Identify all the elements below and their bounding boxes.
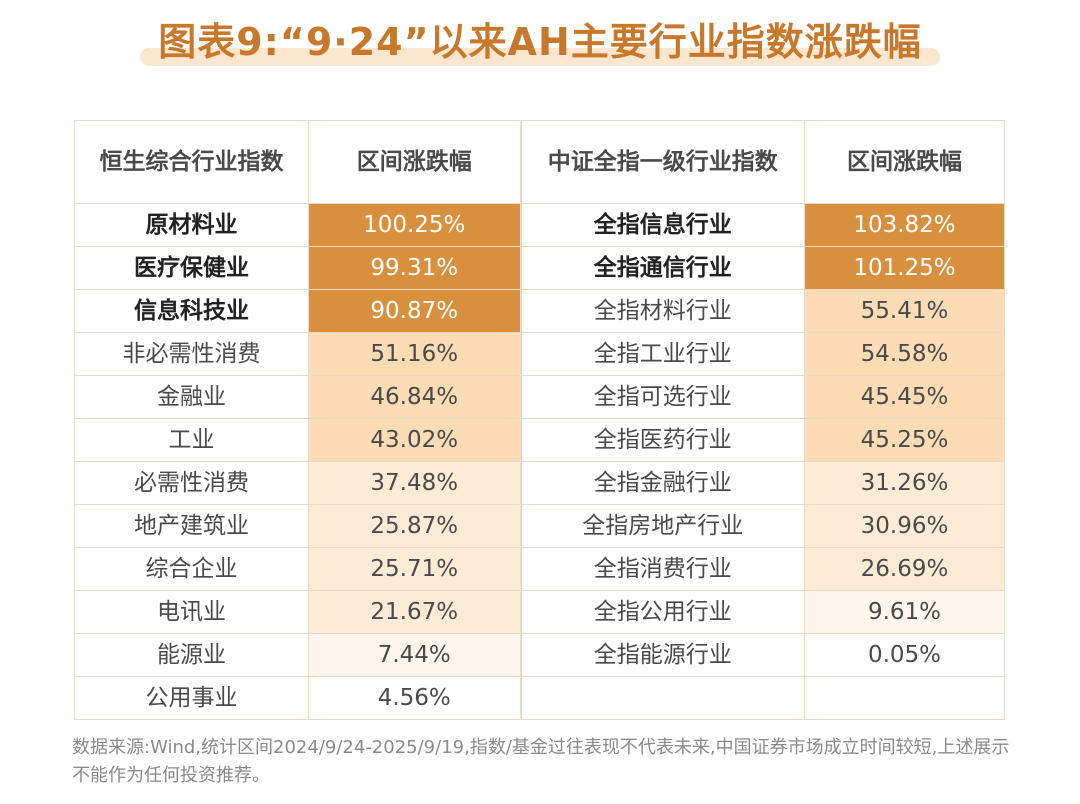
table-row: 综合企业 25.71% 全指消费行业 26.69% <box>74 547 1005 591</box>
hk-index-name: 金融业 <box>74 375 309 419</box>
hk-change-value: 4.56% <box>308 676 521 720</box>
table-row: 地产建筑业 25.87% 全指房地产行业 30.96% <box>74 504 1005 548</box>
cs-change-value: 31.26% <box>804 461 1005 505</box>
table-row: 电讯业 21.67% 全指公用行业 9.61% <box>74 590 1005 634</box>
hk-index-name: 必需性消费 <box>74 461 309 505</box>
cs-change-value: 9.61% <box>804 590 1005 634</box>
table-row: 金融业 46.84% 全指可选行业 45.45% <box>74 375 1005 419</box>
hk-change-value: 90.87% <box>308 289 521 333</box>
hk-index-name: 非必需性消费 <box>74 332 309 376</box>
cs-change-value: 55.41% <box>804 289 1005 333</box>
page-title: 图表9:“9·24”以来AH主要行业指数涨跌幅 <box>140 14 940 70</box>
table-row: 原材料业 100.25% 全指信息行业 103.82% <box>74 203 1005 247</box>
source-note: 数据来源:Wind,统计区间2024/9/24-2025/9/19,指数/基金过… <box>72 737 1010 786</box>
table-row: 非必需性消费 51.16% 全指工业行业 54.58% <box>74 332 1005 376</box>
cs-index-name: 全指能源行业 <box>519 633 805 677</box>
column-header-hk-change: 区间涨跌幅 <box>308 120 521 204</box>
table-row: 信息科技业 90.87% 全指材料行业 55.41% <box>74 289 1005 333</box>
hk-index-name: 电讯业 <box>74 590 309 634</box>
cs-index-name: 全指消费行业 <box>519 547 805 591</box>
cs-index-name: 全指房地产行业 <box>519 504 805 548</box>
hk-index-name: 医疗保健业 <box>74 246 309 290</box>
hk-change-value: 51.16% <box>308 332 521 376</box>
cs-change-value: 0.05% <box>804 633 1005 677</box>
hk-change-value: 37.48% <box>308 461 521 505</box>
hk-index-name: 公用事业 <box>74 676 309 720</box>
cs-index-name: 全指可选行业 <box>519 375 805 419</box>
table-row: 工业 43.02% 全指医药行业 45.25% <box>74 418 1005 462</box>
hk-change-value: 25.87% <box>308 504 521 548</box>
cs-change-value: 45.25% <box>804 418 1005 462</box>
cs-change-value: 54.58% <box>804 332 1005 376</box>
cs-change-value <box>804 676 1005 720</box>
cs-index-name: 全指公用行业 <box>519 590 805 634</box>
hk-index-name: 原材料业 <box>74 203 309 247</box>
cs-change-value: 45.45% <box>804 375 1005 419</box>
column-header-cs-change: 区间涨跌幅 <box>804 120 1005 204</box>
hk-index-name: 综合企业 <box>74 547 309 591</box>
hk-index-name: 地产建筑业 <box>74 504 309 548</box>
cs-index-name: 全指信息行业 <box>519 203 805 247</box>
table-row: 必需性消费 37.48% 全指金融行业 31.26% <box>74 461 1005 505</box>
hk-index-name: 工业 <box>74 418 309 462</box>
cs-change-value: 30.96% <box>804 504 1005 548</box>
cs-index-name: 全指通信行业 <box>519 246 805 290</box>
cs-change-value: 103.82% <box>804 203 1005 247</box>
hk-change-value: 21.67% <box>308 590 521 634</box>
column-header-cs-index: 中证全指一级行业指数 <box>519 120 805 204</box>
cs-change-value: 101.25% <box>804 246 1005 290</box>
hk-change-value: 43.02% <box>308 418 521 462</box>
hk-index-name: 能源业 <box>74 633 309 677</box>
hk-index-name: 信息科技业 <box>74 289 309 333</box>
cs-change-value: 26.69% <box>804 547 1005 591</box>
cs-index-name: 全指金融行业 <box>519 461 805 505</box>
title-wrap: 图表9:“9·24”以来AH主要行业指数涨跌幅 <box>0 14 1080 70</box>
hk-change-value: 99.31% <box>308 246 521 290</box>
table-row: 医疗保健业 99.31% 全指通信行业 101.25% <box>74 246 1005 290</box>
hk-change-value: 46.84% <box>308 375 521 419</box>
cs-index-name <box>519 676 805 720</box>
hk-change-value: 100.25% <box>308 203 521 247</box>
table-header-row: 恒生综合行业指数 区间涨跌幅 中证全指一级行业指数 区间涨跌幅 <box>74 120 1005 204</box>
cs-index-name: 全指工业行业 <box>519 332 805 376</box>
table-row: 公用事业 4.56% <box>74 676 1005 720</box>
column-header-hk-index: 恒生综合行业指数 <box>74 120 309 204</box>
cs-index-name: 全指材料行业 <box>519 289 805 333</box>
table-row: 能源业 7.44% 全指能源行业 0.05% <box>74 633 1005 677</box>
hk-change-value: 7.44% <box>308 633 521 677</box>
industry-table: 恒生综合行业指数 区间涨跌幅 中证全指一级行业指数 区间涨跌幅 原材料业 100… <box>74 120 1005 720</box>
hk-change-value: 25.71% <box>308 547 521 591</box>
cs-index-name: 全指医药行业 <box>519 418 805 462</box>
